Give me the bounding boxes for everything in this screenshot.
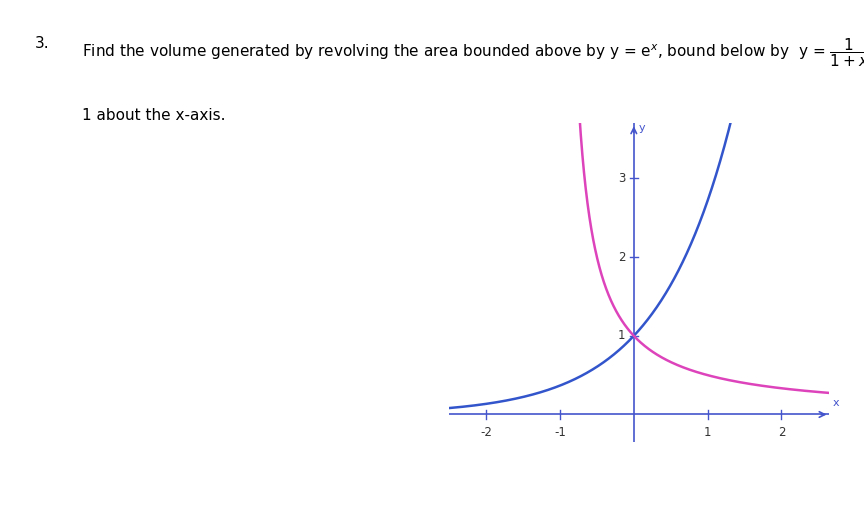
Text: 2: 2: [618, 251, 626, 264]
Text: 1: 1: [618, 329, 626, 342]
Text: 2: 2: [778, 427, 785, 439]
Text: -1: -1: [554, 427, 566, 439]
Text: 1 about the x-axis.: 1 about the x-axis.: [82, 108, 226, 123]
Text: y: y: [639, 123, 645, 133]
Text: 1: 1: [704, 427, 711, 439]
Text: 3.: 3.: [35, 36, 49, 51]
Text: Find the volume generated by revolving the area bounded above by y = e$^x$, boun: Find the volume generated by revolving t…: [82, 36, 864, 69]
Text: x: x: [832, 398, 839, 408]
Text: -2: -2: [480, 427, 492, 439]
Text: 3: 3: [618, 172, 626, 185]
